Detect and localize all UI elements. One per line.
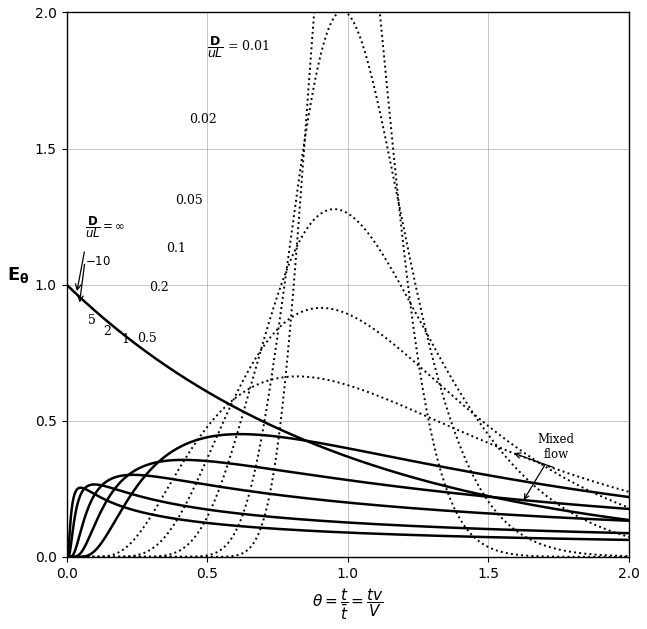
Text: $\dfrac{\mathbf{D}}{uL}=\infty$: $\dfrac{\mathbf{D}}{uL}=\infty$: [85, 214, 126, 240]
Text: 0.2: 0.2: [149, 281, 170, 294]
Text: 0.02: 0.02: [189, 113, 217, 126]
Text: 0.05: 0.05: [175, 194, 203, 208]
Text: 2: 2: [104, 325, 111, 338]
Text: 0.1: 0.1: [166, 242, 186, 255]
Text: 1: 1: [122, 333, 129, 346]
Text: 5: 5: [88, 314, 96, 327]
Text: 0.5: 0.5: [137, 332, 157, 345]
X-axis label: $\theta = \dfrac{t}{\bar{t}} = \dfrac{tv}{V}$: $\theta = \dfrac{t}{\bar{t}} = \dfrac{tv…: [312, 586, 384, 622]
Y-axis label: $\mathbf{E_\theta}$: $\mathbf{E_\theta}$: [7, 265, 30, 285]
Text: $\dfrac{\mathbf{D}}{uL}$ = 0.01: $\dfrac{\mathbf{D}}{uL}$ = 0.01: [207, 34, 270, 60]
Text: Mixed
flow: Mixed flow: [525, 433, 575, 499]
Text: $-10$: $-10$: [85, 255, 111, 268]
